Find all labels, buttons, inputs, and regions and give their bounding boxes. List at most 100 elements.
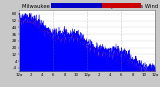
Point xyxy=(102,57,104,58)
Point xyxy=(76,39,79,40)
Point xyxy=(152,72,155,73)
Point xyxy=(113,53,116,55)
Point xyxy=(78,38,80,39)
Point xyxy=(59,32,62,33)
Point xyxy=(30,20,32,22)
Point xyxy=(48,30,51,31)
Point xyxy=(25,14,27,16)
Point xyxy=(126,61,129,62)
Point xyxy=(147,77,149,78)
Point xyxy=(38,20,40,21)
Point xyxy=(43,28,46,29)
Point xyxy=(99,51,102,52)
Point xyxy=(56,41,58,43)
Point xyxy=(73,37,75,38)
Point xyxy=(27,25,29,27)
Point xyxy=(124,50,126,52)
Point xyxy=(105,53,108,55)
Point xyxy=(32,27,34,29)
Point xyxy=(30,25,33,27)
Point xyxy=(143,70,146,71)
Point xyxy=(21,19,24,20)
Point xyxy=(153,67,156,69)
Point xyxy=(49,31,52,33)
Point xyxy=(56,39,58,40)
Point xyxy=(61,39,63,40)
Point xyxy=(152,67,154,68)
Point xyxy=(59,39,62,41)
Point xyxy=(141,81,144,82)
Point xyxy=(31,20,34,22)
Point xyxy=(102,52,104,53)
Point xyxy=(153,72,156,73)
Point xyxy=(29,21,32,22)
Point xyxy=(104,51,107,53)
Point xyxy=(151,71,154,72)
Point xyxy=(144,80,146,82)
Point xyxy=(114,51,117,52)
Point xyxy=(113,49,116,50)
Point xyxy=(131,61,133,63)
Point xyxy=(143,68,145,70)
Point xyxy=(139,68,141,69)
Point xyxy=(54,41,56,42)
Point xyxy=(117,54,119,56)
Point xyxy=(63,27,66,28)
Point xyxy=(26,18,29,20)
Point xyxy=(87,46,90,47)
Point xyxy=(136,71,139,72)
Point xyxy=(72,35,75,36)
Point xyxy=(117,64,120,65)
Point xyxy=(111,53,114,54)
Point xyxy=(139,66,141,67)
Point xyxy=(35,24,38,26)
Point xyxy=(91,48,94,49)
Point xyxy=(80,38,82,39)
Point xyxy=(29,15,32,17)
Point xyxy=(75,34,78,36)
Point xyxy=(31,21,33,23)
Point xyxy=(142,77,145,79)
Point xyxy=(19,19,21,21)
Point xyxy=(110,56,112,58)
Point xyxy=(128,60,130,61)
Point xyxy=(149,74,151,75)
Point xyxy=(29,22,31,24)
Point xyxy=(28,14,31,15)
Point xyxy=(76,41,78,43)
Point xyxy=(18,18,21,19)
Point xyxy=(122,60,125,61)
Point xyxy=(142,71,144,73)
Point xyxy=(96,42,98,43)
Point xyxy=(115,53,118,54)
Point xyxy=(91,46,93,47)
Point xyxy=(112,57,114,58)
Point xyxy=(34,19,37,21)
Point xyxy=(32,21,34,23)
Point xyxy=(74,34,77,36)
Point xyxy=(23,18,26,19)
Point xyxy=(143,79,146,80)
Point xyxy=(22,16,24,18)
Point xyxy=(144,72,147,73)
Point xyxy=(24,15,26,16)
Point xyxy=(116,50,119,51)
Point xyxy=(54,29,56,31)
Point xyxy=(24,18,27,19)
Point xyxy=(111,56,114,58)
Point xyxy=(84,41,87,42)
Point xyxy=(108,55,111,56)
Point xyxy=(126,59,128,60)
Point xyxy=(73,31,76,32)
Point xyxy=(75,44,78,45)
Point xyxy=(85,48,87,49)
Point xyxy=(42,31,45,33)
Point xyxy=(102,53,105,54)
Point xyxy=(88,44,90,45)
Point xyxy=(92,47,94,48)
Point xyxy=(83,46,86,47)
Point xyxy=(47,30,49,31)
Point xyxy=(88,40,90,41)
Point xyxy=(144,71,147,72)
Point xyxy=(119,64,121,66)
